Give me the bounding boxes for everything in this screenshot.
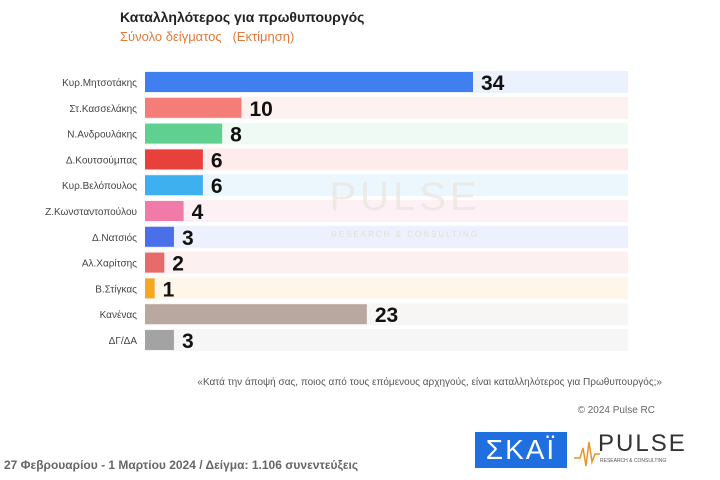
footer-info: 27 Φεβρουαρίου - 1 Μαρτίου 2024 / Δείγμα… xyxy=(4,458,359,472)
category-label: Δ.Κουτσούμπας xyxy=(66,154,137,166)
value-label: 3 xyxy=(182,330,194,353)
bar xyxy=(145,252,165,273)
value-label: 3 xyxy=(182,227,194,250)
bar xyxy=(145,72,473,92)
category-label: Ζ.Κωνσταντοπούλου xyxy=(45,206,137,218)
pulse-wave-icon xyxy=(574,441,600,467)
category-label: Κυρ.Βελόπουλος xyxy=(62,180,137,192)
row-background xyxy=(145,96,628,119)
bar xyxy=(145,97,242,118)
row-background xyxy=(145,174,628,197)
copyright: © 2024 Pulse RC xyxy=(577,405,655,416)
row-background xyxy=(145,200,628,222)
pulse-logo-tagline: RESEARCH & CONSULTING xyxy=(600,458,667,464)
watermark-tagline: RESEARCH & CONSULTING xyxy=(331,230,479,239)
pulse-logo: PULSE xyxy=(598,430,687,457)
row-background xyxy=(145,277,628,300)
bar xyxy=(145,278,155,299)
value-label: 6 xyxy=(211,149,223,172)
category-label: Ν.Ανδρουλάκης xyxy=(67,129,137,141)
category-label: Δ.Νατσιός xyxy=(92,232,137,244)
value-label: 34 xyxy=(481,72,505,95)
bar xyxy=(145,226,174,247)
category-label: Κυρ.Μητσοτάκης xyxy=(62,77,137,89)
category-label: ΔΓ/ΔΑ xyxy=(109,336,138,347)
row-background xyxy=(145,329,628,351)
value-label: 4 xyxy=(192,201,204,224)
bar xyxy=(145,330,174,350)
value-label: 8 xyxy=(230,124,242,147)
row-background xyxy=(145,122,628,145)
skai-logo: ΣΚΑΪ xyxy=(475,432,567,468)
watermark: PULSE xyxy=(329,175,480,219)
category-label: Αλ.Χαρίτσης xyxy=(82,258,137,270)
row-background xyxy=(145,148,628,171)
bar xyxy=(145,149,203,170)
value-label: 6 xyxy=(211,175,223,198)
value-label: 10 xyxy=(249,98,272,121)
value-label: 23 xyxy=(375,304,398,327)
bar xyxy=(145,304,367,325)
chart-title: Καταλληλότερος για πρωθυπουργός xyxy=(120,9,365,25)
row-background xyxy=(145,251,628,274)
survey-question: «Κατά την άποψή σας, ποιος από τους επόμ… xyxy=(197,377,662,388)
bar xyxy=(145,175,203,196)
value-label: 2 xyxy=(172,253,184,276)
bar xyxy=(145,201,184,221)
row-background xyxy=(145,225,628,248)
category-label: Β.Στίγκας xyxy=(95,283,137,295)
bar xyxy=(145,123,223,144)
category-label: Στ.Κασσελάκης xyxy=(69,103,137,115)
chart-subtitle: Σύνολο δείγματος (Εκτίμηση) xyxy=(120,29,295,44)
value-label: 1 xyxy=(163,278,175,301)
category-label: Κανένας xyxy=(100,309,138,321)
